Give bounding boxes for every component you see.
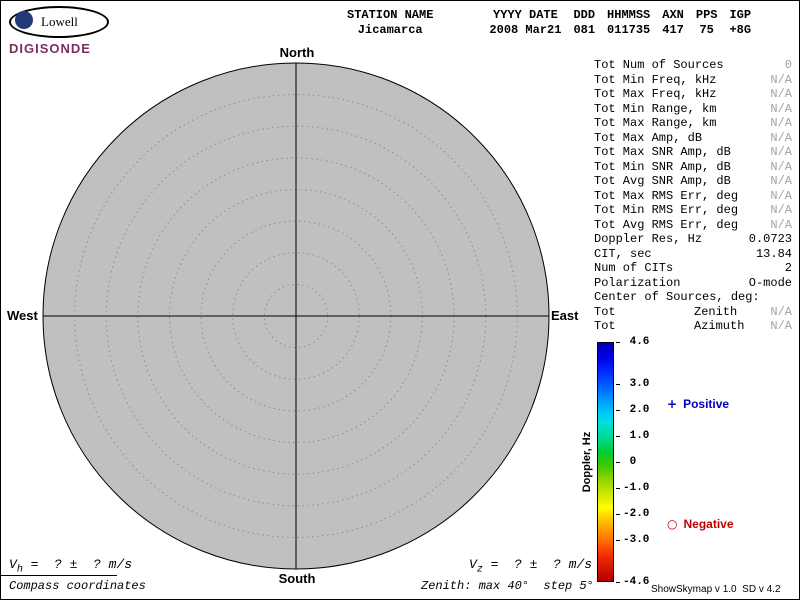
- header-field-igp: IGP +8G: [729, 8, 752, 37]
- header-field-hhmmss: HHMMSS 011735: [607, 8, 651, 37]
- stat-row: Tot Azimuth N/A: [594, 319, 792, 333]
- header-fields: STATION NAME Jicamarca YYYY DATE 2008 Mar21…: [347, 8, 751, 38]
- header-field-axn: AXN 417: [662, 8, 684, 37]
- colorbar-tick-label: 2.0: [623, 403, 650, 416]
- vz-subscript: z: [476, 564, 483, 576]
- stat-row: Tot Max RMS Err, deg N/A: [594, 188, 792, 203]
- plus-marker-icon: +: [667, 397, 678, 411]
- colorbar-tick: [616, 342, 620, 343]
- measurement-stats-panel: Tot Num of Sources 0 Tot Min Freq, kHz N/A T…: [594, 58, 792, 334]
- stat-row: Tot Num of Sources 0: [594, 58, 792, 72]
- colorbar-tick: [616, 383, 620, 385]
- stat-row: Tot Avg SNR Amp, dB N/A: [594, 174, 792, 188]
- colorbar-tick-label: -2.0: [623, 508, 650, 521]
- header-field-pps: PPS 75: [695, 8, 718, 37]
- stat-row: Tot Max Amp, dB N/A: [594, 130, 792, 145]
- colorbar-tick: [616, 435, 620, 437]
- version-text: ShowSkymap v 1.0 SD v 4.2: [651, 584, 781, 595]
- colorbar-tick-label: 0: [623, 456, 637, 468]
- zenith-note: Zenith: max 40° step 5°: [421, 579, 594, 593]
- compass-label-south: South: [278, 571, 316, 586]
- lowell-digisonde-logo: Lowell DIGISONDE: [9, 6, 139, 56]
- header-field-station-name: STATION NAME Jicamarca: [347, 8, 434, 37]
- compass-label-north: North: [279, 45, 315, 60]
- stat-row: Polarization O-mode: [594, 275, 792, 290]
- stat-row: Tot Zenith N/A: [594, 304, 792, 319]
- stat-row: Tot Max Range, km N/A: [594, 116, 792, 130]
- header-field-yyyy-date: YYYY DATE 2008 Mar21: [489, 8, 562, 37]
- compass-label-west: West: [7, 308, 38, 323]
- colorbar-tick-label: 1.0: [623, 429, 650, 442]
- logo-digisonde-text: DIGISONDE: [9, 41, 91, 56]
- vz-readout: Vz = ? ± ? m/s: [469, 557, 592, 576]
- logo-lowell-text: Lowell: [41, 14, 78, 29]
- circle-marker-icon: ○: [667, 517, 678, 531]
- stat-row: Tot Min Range, km N/A: [594, 101, 792, 116]
- lowell-logo-oval: Lowell: [9, 6, 109, 38]
- colorbar-tick: [616, 540, 620, 542]
- colorbar-tick: [616, 582, 620, 583]
- stat-row: Tot Avg RMS Err, deg N/A: [594, 217, 792, 232]
- stat-row: Tot Max Freq, kHz N/A: [594, 87, 792, 101]
- stat-row: Tot Max SNR Amp, dB N/A: [594, 145, 792, 159]
- colorbar-ticks: 4.6 3.0 2.0 1.0 0 -1.0 -2.0 -3.0 -4.6: [616, 336, 658, 588]
- colorbar-tick-label: -1.0: [623, 482, 650, 495]
- colorbar-tick-label: 3.0: [623, 377, 650, 390]
- negative-legend-label: Negative: [683, 517, 734, 531]
- vh-symbol: V: [9, 557, 17, 572]
- colorbar-tick: [616, 514, 620, 516]
- colorbar-tick: [616, 462, 620, 463]
- doppler-colorbar: [597, 342, 614, 582]
- stat-row: Tot Min SNR Amp, dB N/A: [594, 159, 792, 174]
- vh-subscript: h: [16, 564, 23, 576]
- stat-row: Num of CITs 2: [594, 261, 792, 275]
- colorbar-tick-label: -3.0: [623, 534, 650, 547]
- footer-divider-line: [1, 575, 117, 576]
- colorbar-tick-label: -4.6: [623, 576, 650, 588]
- colorbar-tick-label: 4.6: [623, 336, 650, 348]
- compass-label-east: East: [551, 308, 579, 323]
- colorbar-axis-label: Doppler, Hz: [581, 431, 593, 493]
- header-field-ddd: DDD 081: [573, 8, 596, 37]
- vz-value: = ? ± ? m/s: [482, 557, 593, 572]
- stat-row: Doppler Res, Hz 0.0723: [594, 232, 792, 246]
- colorbar-tick: [616, 488, 620, 490]
- vz-symbol: V: [469, 557, 477, 572]
- vh-value: = ? ± ? m/s: [22, 557, 133, 572]
- stat-row: Center of Sources, deg:: [594, 290, 760, 304]
- logo-globe-icon: [15, 11, 33, 29]
- stat-row: CIT, sec 13.84: [594, 246, 792, 261]
- negative-legend: ○ Negative: [667, 517, 734, 531]
- stat-row: Tot Min Freq, kHz N/A: [594, 72, 792, 87]
- colorbar-tick: [616, 409, 620, 411]
- stat-row: Tot Min RMS Err, deg N/A: [594, 203, 792, 217]
- positive-legend-label: Positive: [683, 397, 730, 411]
- vh-readout: Vh = ? ± ? m/s: [9, 557, 132, 576]
- coordinates-note: Compass coordinates: [9, 579, 146, 593]
- positive-legend: + Positive: [667, 397, 729, 411]
